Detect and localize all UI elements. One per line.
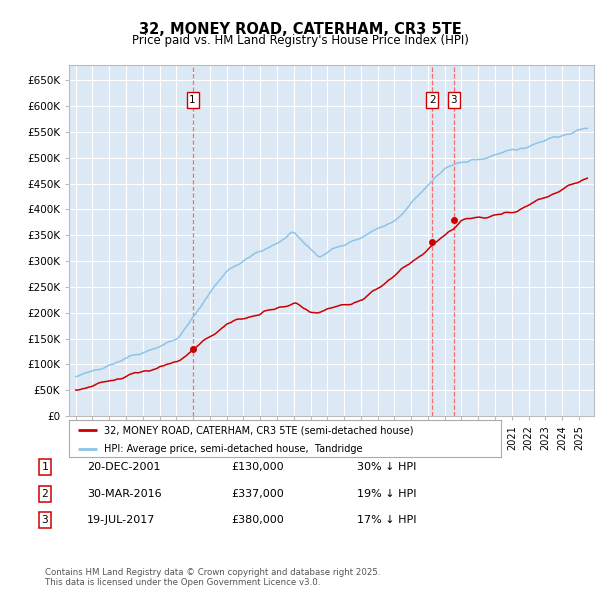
Text: 3: 3 bbox=[451, 95, 457, 105]
Text: 30-MAR-2016: 30-MAR-2016 bbox=[87, 489, 161, 499]
Text: £380,000: £380,000 bbox=[231, 516, 284, 525]
Text: 20-DEC-2001: 20-DEC-2001 bbox=[87, 463, 161, 472]
Text: £337,000: £337,000 bbox=[231, 489, 284, 499]
Text: 32, MONEY ROAD, CATERHAM, CR3 5TE: 32, MONEY ROAD, CATERHAM, CR3 5TE bbox=[139, 22, 461, 37]
Text: Contains HM Land Registry data © Crown copyright and database right 2025.
This d: Contains HM Land Registry data © Crown c… bbox=[45, 568, 380, 587]
Text: 2: 2 bbox=[429, 95, 436, 105]
Text: 2: 2 bbox=[41, 489, 49, 499]
Text: 1: 1 bbox=[41, 463, 49, 472]
Text: 1: 1 bbox=[190, 95, 196, 105]
Text: 32, MONEY ROAD, CATERHAM, CR3 5TE (semi-detached house): 32, MONEY ROAD, CATERHAM, CR3 5TE (semi-… bbox=[104, 425, 413, 435]
Text: 30% ↓ HPI: 30% ↓ HPI bbox=[357, 463, 416, 472]
Text: Price paid vs. HM Land Registry's House Price Index (HPI): Price paid vs. HM Land Registry's House … bbox=[131, 34, 469, 47]
Text: 3: 3 bbox=[41, 516, 49, 525]
Text: HPI: Average price, semi-detached house,  Tandridge: HPI: Average price, semi-detached house,… bbox=[104, 444, 362, 454]
Text: 19-JUL-2017: 19-JUL-2017 bbox=[87, 516, 155, 525]
Text: 17% ↓ HPI: 17% ↓ HPI bbox=[357, 516, 416, 525]
Text: 19% ↓ HPI: 19% ↓ HPI bbox=[357, 489, 416, 499]
Text: £130,000: £130,000 bbox=[231, 463, 284, 472]
